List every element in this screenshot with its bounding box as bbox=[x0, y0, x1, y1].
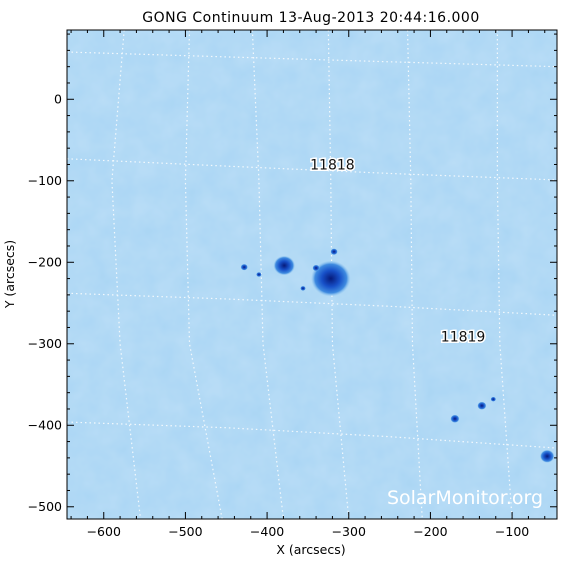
y-axis-label: Y (arcsecs) bbox=[2, 240, 17, 309]
watermark-solarmonitor: SolarMonitor.org bbox=[387, 487, 543, 509]
region-label-11819: 11819 bbox=[441, 329, 486, 345]
sunspot bbox=[273, 255, 296, 276]
region-labels: 11818 11819 bbox=[309, 156, 487, 347]
x-tick-label: −400 bbox=[250, 524, 284, 539]
sunspot bbox=[490, 396, 497, 402]
plot-frame bbox=[66, 29, 558, 520]
x-axis: −600 −500 −400 −300 −200 −100 bbox=[70, 30, 546, 539]
longitude-line bbox=[406, 30, 423, 519]
x-axis-label: X (arcsecs) bbox=[276, 542, 345, 557]
sunspot-layer bbox=[240, 248, 555, 463]
x-tick-label: −100 bbox=[495, 524, 529, 539]
x-tick-label: −200 bbox=[413, 524, 447, 539]
sunspot bbox=[330, 248, 338, 255]
y-axis: 0 −100 −200 −300 −400 −500 bbox=[28, 33, 557, 514]
sunspot bbox=[477, 401, 487, 410]
y-tick-label: −500 bbox=[28, 499, 62, 514]
plot-title: GONG Continuum 13-Aug-2013 20:44:16.000 bbox=[142, 10, 480, 26]
sunspot bbox=[312, 264, 320, 272]
heliographic-grid bbox=[67, 30, 557, 519]
y-tick-label: −200 bbox=[28, 254, 62, 269]
sunspot bbox=[539, 449, 555, 463]
sunspot bbox=[240, 263, 248, 271]
sunspot bbox=[300, 285, 306, 291]
y-tick-label: 0 bbox=[54, 91, 62, 106]
x-tick-label: −300 bbox=[332, 524, 366, 539]
region-label-11818: 11818 bbox=[310, 157, 355, 173]
x-tick-label: −600 bbox=[87, 524, 121, 539]
latitude-line bbox=[67, 51, 557, 68]
y-tick-label: −400 bbox=[28, 417, 62, 432]
y-tick-label: −100 bbox=[28, 173, 62, 188]
y-tick-label: −300 bbox=[28, 336, 62, 351]
sunspot bbox=[450, 414, 460, 423]
sunspot bbox=[256, 272, 262, 277]
x-tick-label: −500 bbox=[168, 524, 202, 539]
sunspot bbox=[310, 260, 351, 297]
longitude-line bbox=[496, 30, 513, 519]
longitude-line bbox=[327, 30, 350, 519]
